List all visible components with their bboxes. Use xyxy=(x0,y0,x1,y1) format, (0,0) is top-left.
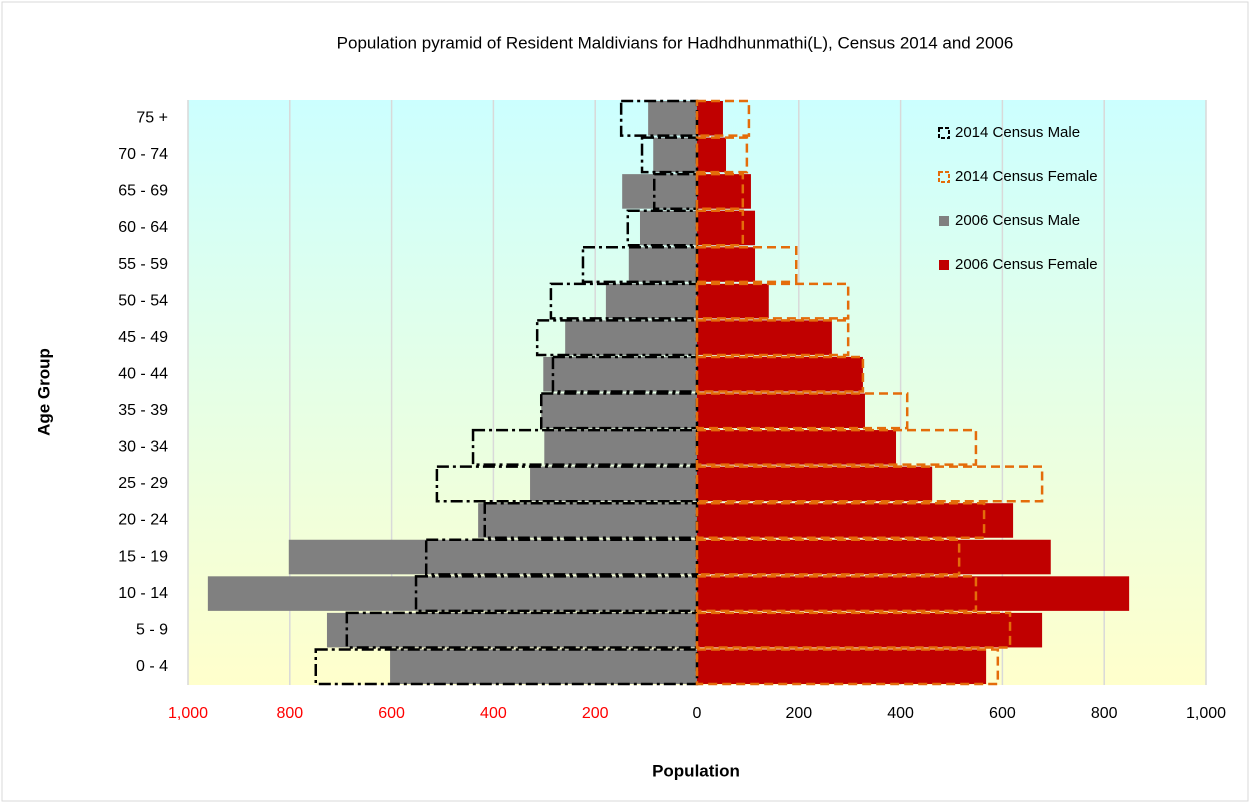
x-tick-label: 0 xyxy=(693,705,702,722)
bar xyxy=(695,611,1012,649)
y-tick-label: 60 - 64 xyxy=(118,219,168,236)
bar xyxy=(288,539,697,575)
bar xyxy=(648,101,697,136)
legend-label: 2006 Census Female xyxy=(955,256,1098,273)
x-tick-label: 1,000 xyxy=(1186,705,1226,722)
bar xyxy=(565,320,697,355)
x-tick-label: 800 xyxy=(1091,705,1118,722)
y-tick-label: 30 - 34 xyxy=(118,439,168,456)
bar xyxy=(695,172,745,210)
legend-label: 2006 Census Male xyxy=(955,212,1080,229)
y-tick-label: 5 - 9 xyxy=(136,621,168,638)
bar xyxy=(697,320,832,355)
legend-label: 2014 Census Male xyxy=(955,124,1080,141)
x-tick-label: 200 xyxy=(785,705,812,722)
y-tick-label: 0 - 4 xyxy=(136,658,168,675)
bar xyxy=(695,501,986,539)
bar xyxy=(695,355,865,393)
bar xyxy=(695,319,850,357)
bar xyxy=(653,137,697,173)
legend-swatch xyxy=(939,260,949,270)
bar xyxy=(697,247,756,282)
bar xyxy=(697,101,723,136)
x-tick-label: 1,000 xyxy=(168,705,208,722)
bar xyxy=(695,282,850,320)
y-tick-label: 35 - 39 xyxy=(118,402,168,419)
bar xyxy=(544,430,697,465)
bar xyxy=(390,649,697,684)
bar xyxy=(326,612,697,648)
bar xyxy=(207,576,697,611)
legend-label: 2014 Census Female xyxy=(955,168,1098,185)
legend-swatch xyxy=(938,127,950,139)
bar xyxy=(697,649,987,684)
bar xyxy=(695,392,909,430)
bar xyxy=(622,174,697,209)
x-tick-label: 200 xyxy=(582,705,609,722)
bar xyxy=(543,356,697,392)
bar xyxy=(581,246,699,284)
x-tick-label: 400 xyxy=(887,705,914,722)
legend-swatch xyxy=(938,171,950,183)
y-tick-label: 15 - 19 xyxy=(118,548,168,565)
bar xyxy=(345,611,699,649)
x-tick-label: 600 xyxy=(989,705,1016,722)
bar xyxy=(695,428,978,466)
bar xyxy=(697,539,1051,575)
bar xyxy=(414,575,699,613)
bar xyxy=(314,648,699,686)
bar xyxy=(697,576,1130,611)
bar xyxy=(424,538,699,576)
bar xyxy=(697,283,769,319)
x-tick-label: 800 xyxy=(276,705,303,722)
y-tick-label: 70 - 74 xyxy=(118,146,168,163)
y-tick-label: 25 - 29 xyxy=(118,475,168,492)
bar xyxy=(605,283,697,319)
bar xyxy=(695,209,745,247)
y-tick-label: 50 - 54 xyxy=(118,292,168,309)
bar xyxy=(640,136,699,174)
bar xyxy=(652,172,699,210)
bar xyxy=(697,210,756,246)
y-tick-label: 75 + xyxy=(136,110,168,127)
bar xyxy=(639,210,697,246)
bar xyxy=(541,393,697,429)
bar xyxy=(483,501,699,539)
x-tick-label: 600 xyxy=(378,705,405,722)
x-tick-label: 400 xyxy=(480,705,507,722)
bar xyxy=(695,246,798,284)
y-tick-label: 45 - 49 xyxy=(118,329,168,346)
bar xyxy=(478,503,697,538)
y-tick-label: 20 - 24 xyxy=(118,512,168,529)
bar xyxy=(628,247,697,282)
x-axis-title: Population xyxy=(652,761,740,780)
y-tick-label: 65 - 69 xyxy=(118,183,168,200)
legend-swatch xyxy=(939,216,949,226)
bar xyxy=(530,466,697,502)
bar xyxy=(697,430,897,465)
bar xyxy=(697,503,1014,538)
y-axis-title: Age Group xyxy=(34,348,53,436)
bar xyxy=(697,137,727,173)
bar xyxy=(695,465,1044,503)
bar xyxy=(697,356,863,392)
y-tick-label: 10 - 14 xyxy=(118,585,168,602)
y-tick-label: 40 - 44 xyxy=(118,365,168,382)
chart-title: Population pyramid of Resident Maldivian… xyxy=(337,33,1014,52)
bar xyxy=(539,392,699,430)
bar xyxy=(695,99,751,137)
bar xyxy=(697,393,865,429)
y-tick-label: 55 - 59 xyxy=(118,256,168,273)
bar xyxy=(697,612,1043,648)
bar xyxy=(695,538,961,576)
bar xyxy=(697,466,933,502)
bar xyxy=(695,575,978,613)
